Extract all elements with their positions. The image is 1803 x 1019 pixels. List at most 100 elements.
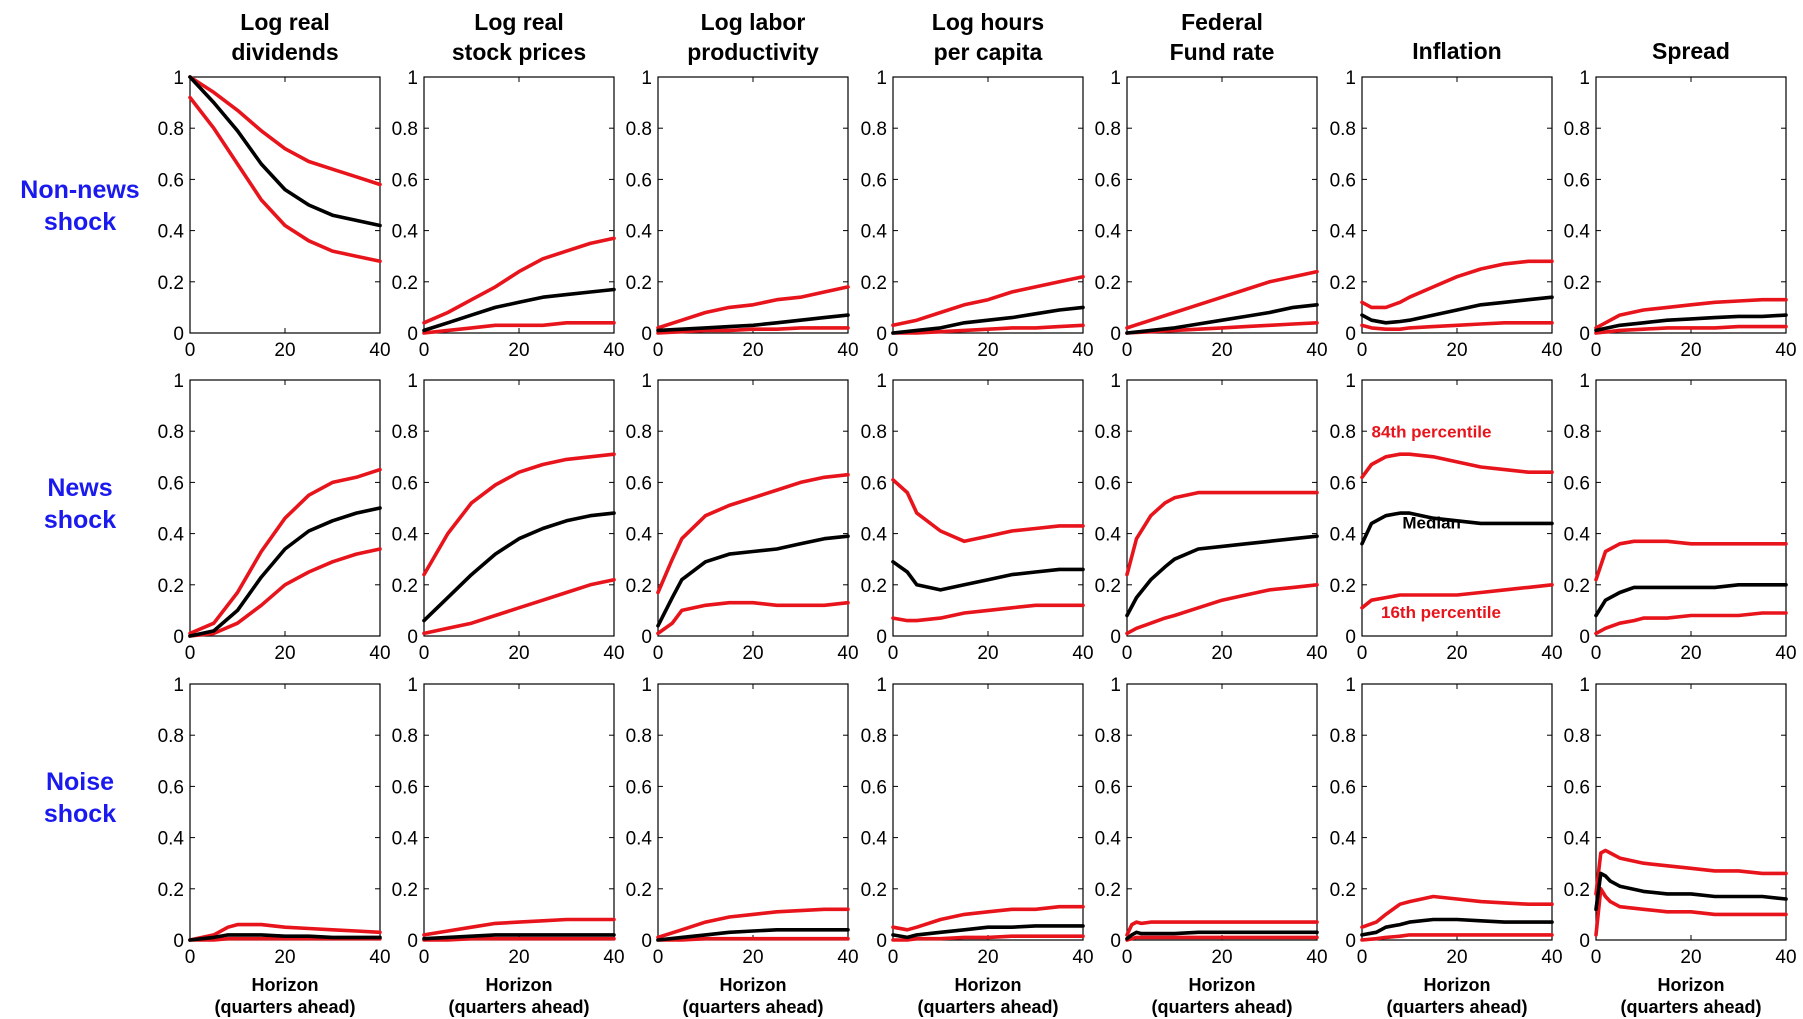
x-tick-label: 20 — [742, 947, 763, 968]
y-tick-label: 0 — [1110, 324, 1121, 345]
y-tick-label: 0 — [407, 627, 418, 648]
y-tick-label: 0.2 — [392, 273, 418, 294]
series-84th-percentile-line — [1125, 920, 1319, 937]
y-tick-label: 1 — [1110, 371, 1121, 392]
x-tick-label: 40 — [1541, 947, 1562, 968]
y-tick-label: 0 — [407, 324, 418, 345]
series-median-line — [656, 927, 850, 942]
x-tick-label: 20 — [977, 340, 998, 361]
y-tick-label: 0 — [173, 324, 184, 345]
x-tick-label: 0 — [1357, 947, 1368, 968]
series-16th-percentile-line — [422, 936, 616, 942]
x-axis-label-line-0: Horizon — [955, 975, 1022, 995]
y-tick-label: 0.8 — [861, 726, 887, 747]
y-tick-label: 0.8 — [392, 119, 418, 140]
series-median-line — [1125, 534, 1319, 618]
series-84th-percentile-line — [656, 285, 850, 330]
y-tick-label: 0.4 — [626, 525, 653, 546]
y-tick-label: 0.6 — [626, 170, 652, 191]
series-median-line — [1594, 582, 1788, 618]
series-median-line — [188, 75, 382, 228]
panel-r0-c1: 0 0.2 0.4 0.6 0.8 1 0 20 40 — [392, 68, 625, 361]
y-tick-label: 0.8 — [1095, 422, 1121, 443]
series-16th-percentile-line — [1360, 582, 1554, 610]
y-tick-label: 0.6 — [392, 170, 418, 191]
y-tick-label: 0 — [641, 324, 652, 345]
x-tick-label: 0 — [1357, 643, 1368, 664]
y-tick-label: 1 — [1345, 675, 1356, 696]
x-tick-label: 0 — [1591, 643, 1602, 664]
column-title-3-line-1: per capita — [934, 39, 1043, 65]
panel-r1-c2: 0 0.2 0.4 0.6 0.8 1 0 20 40 — [626, 371, 859, 664]
x-tick-label: 20 — [977, 643, 998, 664]
y-tick-label: 0.4 — [1330, 525, 1357, 546]
panel-r2-c6: 0 0.2 0.4 0.6 0.8 1 0 20 40 Horizon(quarters ahea… — [1564, 675, 1797, 1017]
series-84th-percentile-line — [188, 922, 382, 942]
y-tick-label: 0.4 — [1095, 222, 1122, 243]
x-tick-label: 40 — [837, 643, 858, 664]
x-tick-label: 0 — [1591, 947, 1602, 968]
panel-frame — [892, 76, 1084, 334]
y-tick-label: 0 — [876, 324, 887, 345]
y-tick-label: 0.2 — [1564, 576, 1590, 597]
x-tick-label: 40 — [603, 340, 624, 361]
y-tick-label: 0.6 — [1564, 473, 1590, 494]
x-tick-label: 20 — [1680, 340, 1701, 361]
x-tick-label: 40 — [369, 643, 390, 664]
y-tick-label: 0.8 — [1095, 119, 1121, 140]
y-tick-label: 0.6 — [861, 473, 887, 494]
panel-r2-c5: 0 0.2 0.4 0.6 0.8 1 0 20 40 Horizon(quarters ahea… — [1330, 675, 1563, 1017]
panel-r2-c3: 0 0.2 0.4 0.6 0.8 1 0 20 40 Horizon(quarters ahea… — [861, 675, 1094, 1017]
panel-frame — [1126, 683, 1318, 941]
series-median-line — [1125, 302, 1319, 335]
x-tick-label: 40 — [1306, 340, 1327, 361]
y-tick-label: 0 — [1110, 627, 1121, 648]
y-tick-label: 0.2 — [626, 576, 652, 597]
y-tick-label: 0.4 — [1564, 525, 1591, 546]
x-tick-label: 0 — [888, 340, 899, 361]
x-tick-label: 40 — [1541, 340, 1562, 361]
y-tick-label: 0.4 — [392, 829, 419, 850]
x-tick-label: 0 — [419, 947, 430, 968]
x-tick-label: 20 — [1446, 947, 1467, 968]
y-tick-label: 1 — [876, 675, 887, 696]
row-label-2-line-0: Noise — [46, 768, 114, 796]
panel-frame — [189, 76, 381, 334]
y-tick-label: 0.4 — [392, 222, 419, 243]
x-tick-label: 20 — [1211, 643, 1232, 664]
x-tick-label: 0 — [419, 340, 430, 361]
y-tick-label: 0.2 — [392, 880, 418, 901]
y-tick-label: 0.2 — [1330, 273, 1356, 294]
row-label-1-line-1: shock — [44, 506, 116, 534]
y-tick-label: 0.2 — [1330, 576, 1356, 597]
x-axis-label-line-1: (quarters ahead) — [1386, 997, 1527, 1017]
column-title-1-line-0: Log real — [474, 9, 563, 35]
y-tick-label: 0 — [1345, 931, 1356, 952]
x-tick-label: 0 — [888, 643, 899, 664]
x-axis-label-line-0: Horizon — [720, 975, 787, 995]
x-axis-label-line-1: (quarters ahead) — [917, 997, 1058, 1017]
y-tick-label: 0.6 — [1095, 473, 1121, 494]
y-tick-label: 0.6 — [392, 777, 418, 798]
panel-r0-c2: 0 0.2 0.4 0.6 0.8 1 0 20 40 — [626, 68, 859, 361]
y-tick-label: 0.4 — [1330, 222, 1357, 243]
x-axis-label-line-1: (quarters ahead) — [682, 997, 823, 1017]
y-tick-label: 0.2 — [158, 576, 184, 597]
column-title-0-line-0: Log real — [240, 9, 329, 35]
y-tick-label: 0.8 — [1330, 726, 1356, 747]
panel-frame — [423, 76, 615, 334]
panel-frame — [1126, 379, 1318, 637]
x-axis-label-line-0: Horizon — [486, 975, 553, 995]
x-tick-label: 0 — [1357, 340, 1368, 361]
y-tick-label: 0.2 — [861, 273, 887, 294]
panel-frame — [657, 379, 849, 637]
panel-r1-c6: 0 0.2 0.4 0.6 0.8 1 0 20 40 — [1564, 371, 1797, 664]
y-tick-label: 0.4 — [158, 222, 185, 243]
series-84th-percentile-line — [1125, 269, 1319, 330]
series-median-line — [188, 933, 382, 942]
y-tick-label: 0.2 — [158, 273, 184, 294]
y-tick-label: 0.8 — [1564, 422, 1590, 443]
x-tick-label: 40 — [369, 947, 390, 968]
x-tick-label: 40 — [603, 643, 624, 664]
y-tick-label: 0 — [407, 931, 418, 952]
